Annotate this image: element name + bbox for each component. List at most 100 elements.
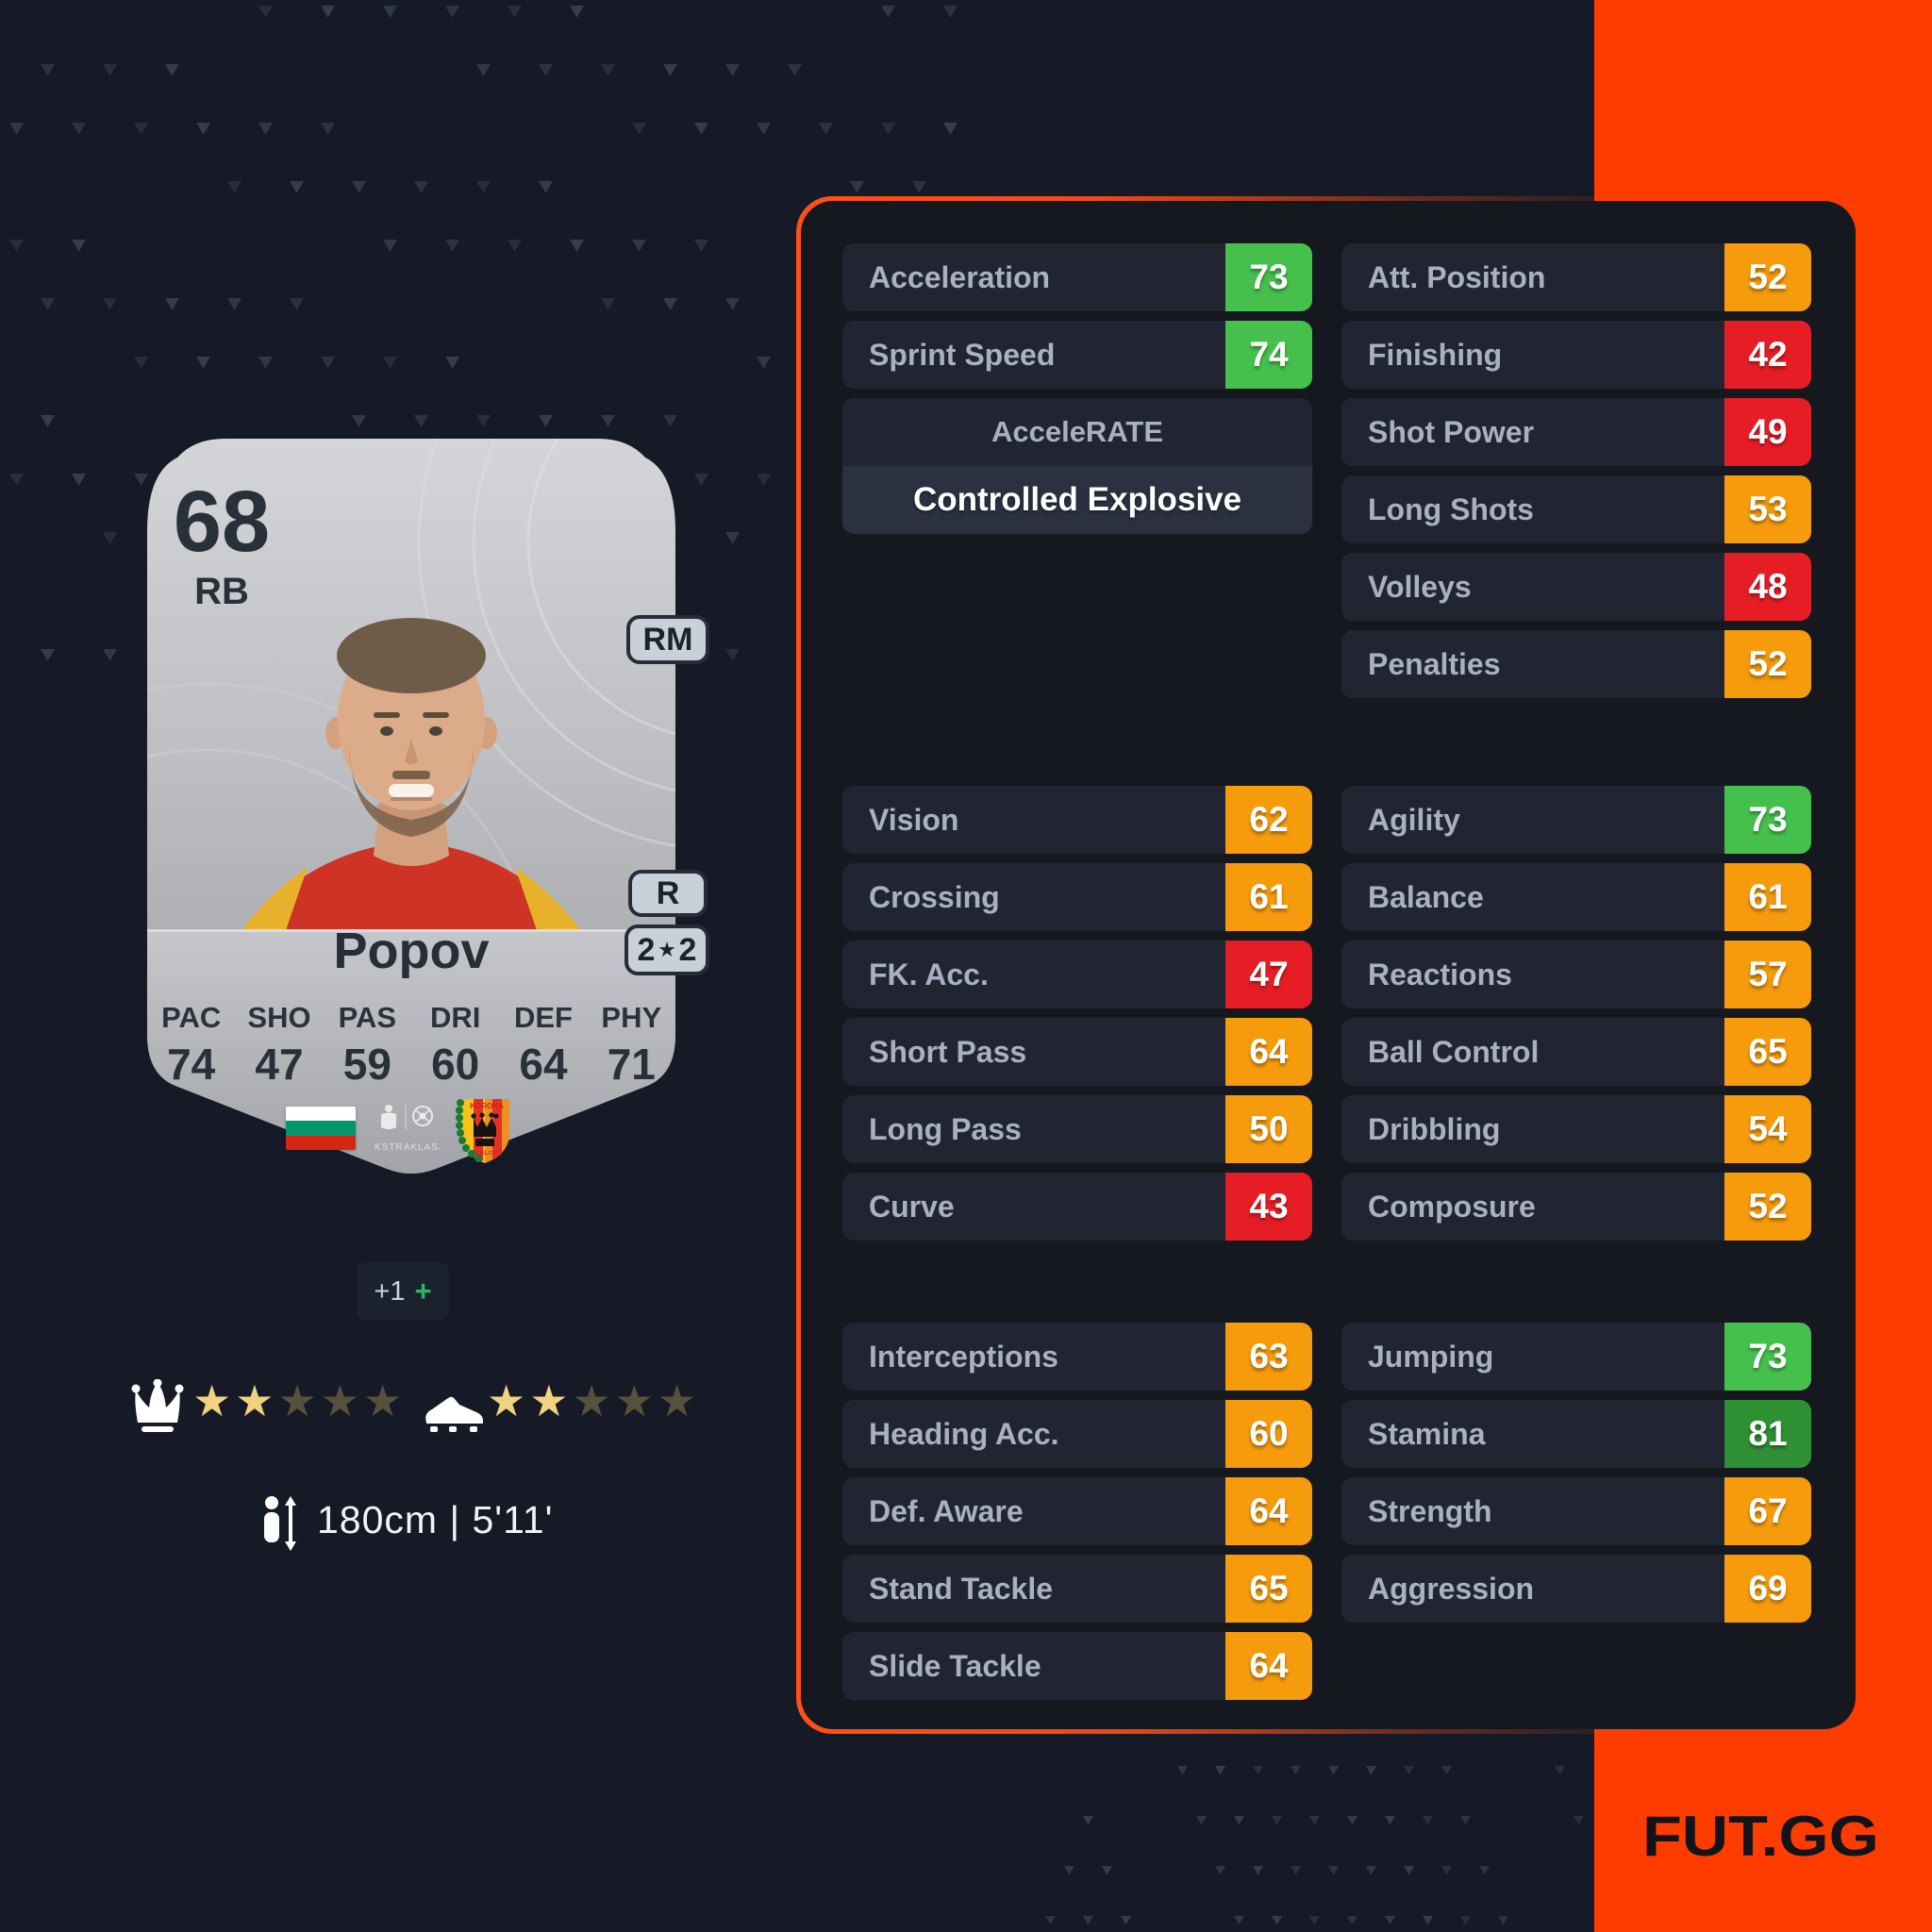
triangle-decoration [72,123,86,135]
triangle-decoration [476,64,491,76]
triangle-decoration [1328,1766,1339,1775]
boot-icon [425,1396,483,1432]
triangle-decoration [1291,1766,1301,1775]
face-stat-value: 64 [519,1040,568,1089]
stat-group-physical: Jumping 73 Stamina 81 Strength 67 Aggression 69 [1341,1323,1811,1632]
triangle-decoration [1291,1866,1301,1875]
stat-row: Att. Position 52 [1341,243,1811,311]
triangle-decoration [1423,1916,1433,1925]
star-icon: ★ [487,1376,530,1425]
stat-label: Curve [869,1189,955,1224]
card-rating: 68 [173,474,271,570]
stat-row: Shot Power 49 [1341,398,1811,466]
triangle-decoration [165,64,179,76]
stat-row: Vision 62 [842,786,1312,854]
triangle-decoration [445,6,459,18]
futgg-logo[interactable]: FUT.GG [1642,1805,1879,1868]
triangle-decoration [1121,1916,1131,1925]
stat-label: Shot Power [1368,414,1535,449]
stat-row: Interceptions 63 [842,1323,1312,1391]
stat-row: Finishing 42 [1341,321,1811,389]
triangle-decoration [445,240,459,252]
triangle-decoration [165,298,179,310]
stat-row: Ball Control 65 [1341,1018,1811,1086]
club-label: KORONA [470,1102,504,1110]
star-icon: ★ [614,1376,658,1425]
triangle-decoration [1234,1816,1244,1825]
card-position: RB [194,571,249,612]
stat-value: 52 [1724,630,1811,698]
stat-row: FK. Acc. 47 [842,941,1312,1008]
stat-group-passing: Vision 62 Crossing 61 FK. Acc. 47 Short Pass 64… [842,786,1312,1250]
stat-label: Penalties [1368,646,1501,681]
stat-label: Volleys [1368,569,1472,604]
triangle-decoration [41,649,55,661]
triangle-decoration [41,415,55,427]
triangle-decoration [694,240,708,252]
stat-row: Crossing 61 [842,863,1312,931]
stat-label: Composure [1368,1189,1536,1224]
triangle-decoration [1555,1766,1565,1775]
triangle-decoration [1441,1866,1452,1875]
stat-row: Composure 52 [1341,1173,1811,1241]
triangle-decoration [134,357,148,369]
player-height: 180cm | 5'11' [317,1498,554,1541]
triangle-decoration [103,532,117,544]
stat-label: Balance [1368,879,1484,914]
stat-value: 64 [1225,1018,1312,1086]
triangle-decoration [1347,1816,1357,1825]
evolution-boost-badge: +1 + [357,1262,449,1321]
korona-kielce-badge-icon: KORONA KIELCE [456,1099,509,1163]
star-icon: ★ [529,1376,573,1425]
stat-value: 61 [1724,863,1811,931]
accelerate-label: AcceleRATE [842,398,1312,466]
triangle-decoration [72,240,86,252]
stat-value: 57 [1724,941,1811,1008]
triangle-decoration [72,474,86,486]
bulgaria-flag-icon [286,1107,356,1150]
triangle-decoration [258,357,273,369]
stat-label: Vision [869,802,959,837]
stats-panel-border: Acceleration 73 Sprint Speed 74 AcceleRATE … [796,196,1860,1734]
stat-value: 47 [1225,941,1312,1008]
triangle-decoration [258,123,273,135]
triangle-decoration [196,357,210,369]
stat-group-shooting: Att. Position 52 Finishing 42 Shot Power 49 Lo… [1341,243,1811,708]
accelerate-value: Controlled Explosive [842,466,1312,534]
triangle-decoration [757,474,771,486]
triangle-decoration [1272,1916,1282,1925]
stat-label: Att. Position [1368,259,1546,294]
stat-label: Aggression [1368,1571,1535,1606]
stat-label: Long Shots [1368,491,1534,526]
star-icon: ★ [363,1376,407,1425]
triangle-decoration [539,181,553,193]
stat-label: Sprint Speed [869,337,1056,372]
triangle-decoration [258,6,273,18]
triangle-decoration [1347,1916,1357,1925]
triangle-decoration [476,181,491,193]
triangle-decoration [1045,1916,1056,1925]
triangle-decoration [1309,1916,1320,1925]
triangle-decoration [103,64,117,76]
stat-row: Curve 43 [842,1173,1312,1241]
star-icon: ★ [658,940,675,960]
triangle-decoration [1215,1766,1225,1775]
triangle-decoration [103,649,117,661]
triangle-decoration [850,181,864,193]
stat-value: 74 [1225,321,1312,389]
preferred-foot-badge: R [628,870,708,917]
ekstraklasa-logo-icon: EKSTRAKLASA [374,1105,440,1153]
triangle-decoration [508,6,522,18]
stat-label: Strength [1368,1493,1492,1528]
skill-weakfoot-badge: 2 ★ 2 [625,924,709,975]
triangle-decoration [663,298,677,310]
triangle-decoration [321,357,335,369]
stat-row: Balance 61 [1341,863,1811,931]
triangle-decoration [819,123,833,135]
weak-foot-count: 2 [678,931,697,968]
star-icon: ★ [235,1376,278,1425]
triangle-decoration [1498,1916,1508,1925]
accelerate-block: AcceleRATE Controlled Explosive [842,398,1312,534]
triangle-decoration [1404,1866,1414,1875]
player-photo [234,618,589,948]
